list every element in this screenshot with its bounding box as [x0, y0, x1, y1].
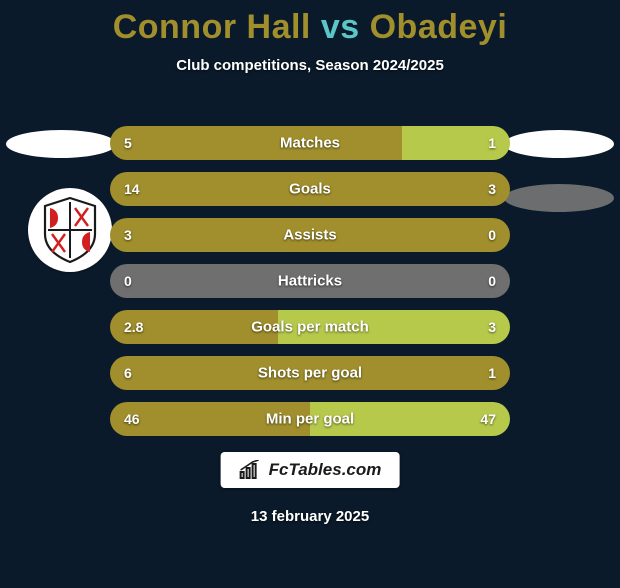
stat-label: Shots per goal: [258, 365, 362, 382]
stat-value-right: 3: [488, 181, 496, 197]
stat-row: 46 47 Min per goal: [110, 402, 510, 436]
ellipse-right-top-icon: [504, 130, 614, 158]
stat-label: Goals: [289, 181, 331, 198]
title-player2: Obadeyi: [370, 8, 508, 46]
title-vs: vs: [321, 8, 360, 46]
stat-label: Assists: [283, 227, 336, 244]
stat-row: 14 3 Goals: [110, 172, 510, 206]
stat-label: Matches: [280, 135, 340, 152]
stat-row: 5 1 Matches: [110, 126, 510, 160]
brand-chip: FcTables.com: [221, 452, 400, 488]
decor-left: [6, 130, 116, 158]
stat-value-right: 1: [488, 365, 496, 381]
stat-value-left: 14: [124, 181, 140, 197]
stat-value-right: 47: [480, 411, 496, 427]
stat-row: 0 0 Hattricks: [110, 264, 510, 298]
stat-value-left: 5: [124, 135, 132, 151]
stat-bars: 5 1 Matches 14 3 Goals 3 0 Assists 0 0 Hattricks 2.8…: [110, 126, 510, 448]
stat-row: 3 0 Assists: [110, 218, 510, 252]
stat-value-right: 3: [488, 319, 496, 335]
stat-value-right: 0: [488, 227, 496, 243]
stat-label: Min per goal: [266, 411, 354, 428]
stat-value-left: 2.8: [124, 319, 143, 335]
brand-logo-icon: [239, 460, 261, 480]
stat-label: Goals per match: [251, 319, 369, 336]
shield-icon: [40, 196, 100, 264]
stat-value-right: 0: [488, 273, 496, 289]
stat-value-left: 6: [124, 365, 132, 381]
stat-value-right: 1: [488, 135, 496, 151]
ellipse-left-icon: [6, 130, 116, 158]
ellipse-right-bottom-icon: [504, 184, 614, 212]
brand-text: FcTables.com: [269, 460, 382, 480]
bar-left-fill: [110, 126, 402, 160]
date-text: 13 february 2025: [251, 508, 369, 525]
decor-right: [504, 130, 614, 212]
subtitle: Club competitions, Season 2024/2025: [0, 57, 620, 74]
stat-label: Hattricks: [278, 273, 342, 290]
team-crest: [28, 188, 112, 272]
stat-value-left: 0: [124, 273, 132, 289]
title-player1: Connor Hall: [113, 8, 311, 46]
comparison-title: Connor Hall vs Obadeyi: [0, 8, 620, 47]
stat-value-left: 3: [124, 227, 132, 243]
stat-row: 6 1 Shots per goal: [110, 356, 510, 390]
stat-row: 2.8 3 Goals per match: [110, 310, 510, 344]
stat-value-left: 46: [124, 411, 140, 427]
